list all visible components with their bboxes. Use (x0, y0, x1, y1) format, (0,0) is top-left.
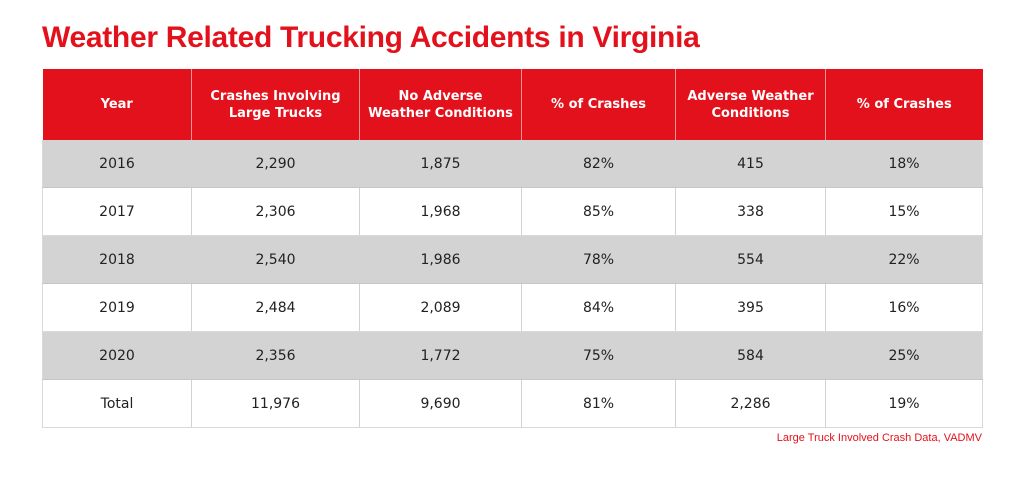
no-adverse-cell: 1,772 (359, 331, 522, 380)
pct-adverse-cell: 16% (825, 283, 983, 332)
pct-no-adverse-cell: 81% (521, 379, 676, 428)
column-header-pct-no-adverse: % of Crashes (521, 69, 676, 140)
year-cell: 2020 (42, 331, 192, 380)
pct-adverse-cell: 22% (825, 235, 983, 284)
adverse-cell: 2,286 (675, 379, 826, 428)
table-header-row: Year Crashes Involving Large Trucks No A… (42, 69, 983, 140)
pct-no-adverse-cell: 85% (521, 187, 676, 236)
column-header-adverse-weather: Adverse Weather Conditions (675, 69, 826, 140)
table-row: 2017 2,306 1,968 85% 338 15% (42, 187, 983, 236)
pct-no-adverse-cell: 84% (521, 283, 676, 332)
pct-adverse-cell: 18% (825, 140, 983, 188)
no-adverse-cell: 1,986 (359, 235, 522, 284)
pct-no-adverse-cell: 78% (521, 235, 676, 284)
table-body: 2016 2,290 1,875 82% 415 18% 2017 2,306 1,968 85%… (42, 140, 983, 428)
column-header-year: Year (42, 69, 192, 140)
column-header-crashes-large-trucks: Crashes Involving Large Trucks (191, 69, 360, 140)
adverse-cell: 338 (675, 187, 826, 236)
no-adverse-cell: 1,875 (359, 140, 522, 188)
table-row: 2018 2,540 1,986 78% 554 22% (42, 235, 983, 284)
year-cell: 2017 (42, 187, 192, 236)
chart-title: Weather Related Trucking Accidents in Vi… (42, 21, 700, 54)
pct-adverse-cell: 25% (825, 331, 983, 380)
table-row: 2016 2,290 1,875 82% 415 18% (42, 140, 983, 188)
table-row: 2020 2,356 1,772 75% 584 25% (42, 331, 983, 380)
crashes-cell: 2,540 (191, 235, 360, 284)
crashes-cell: 2,306 (191, 187, 360, 236)
year-cell: 2016 (42, 140, 192, 188)
column-header-no-adverse-weather: No Adverse Weather Conditions (359, 69, 522, 140)
year-cell: 2018 (42, 235, 192, 284)
crashes-cell: 2,356 (191, 331, 360, 380)
no-adverse-cell: 1,968 (359, 187, 522, 236)
pct-no-adverse-cell: 82% (521, 140, 676, 188)
adverse-cell: 584 (675, 331, 826, 380)
crashes-cell: 2,290 (191, 140, 360, 188)
year-cell: 2019 (42, 283, 192, 332)
crashes-cell: 11,976 (191, 379, 360, 428)
crash-data-table: Year Crashes Involving Large Trucks No A… (42, 69, 983, 428)
crashes-cell: 2,484 (191, 283, 360, 332)
table-row: Total 11,976 9,690 81% 2,286 19% (42, 379, 983, 428)
column-header-pct-adverse: % of Crashes (825, 69, 983, 140)
adverse-cell: 415 (675, 140, 826, 188)
year-cell: Total (42, 379, 192, 428)
no-adverse-cell: 9,690 (359, 379, 522, 428)
table-row: 2019 2,484 2,089 84% 395 16% (42, 283, 983, 332)
source-note: Large Truck Involved Crash Data, VADMV (776, 432, 982, 444)
pct-no-adverse-cell: 75% (521, 331, 676, 380)
adverse-cell: 554 (675, 235, 826, 284)
adverse-cell: 395 (675, 283, 826, 332)
pct-adverse-cell: 15% (825, 187, 983, 236)
pct-adverse-cell: 19% (825, 379, 983, 428)
no-adverse-cell: 2,089 (359, 283, 522, 332)
